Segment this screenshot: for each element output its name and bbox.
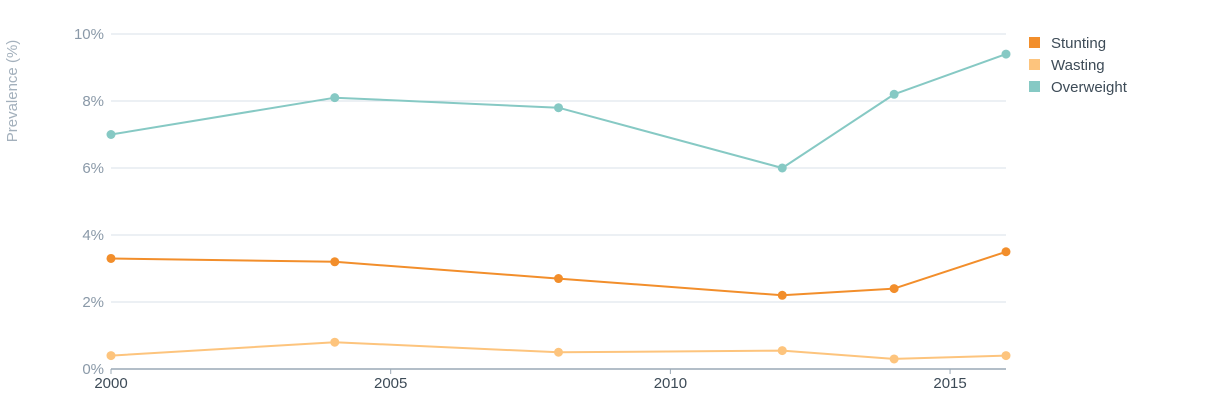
data-point-stunting[interactable] <box>1001 247 1011 257</box>
data-point-overweight[interactable] <box>106 130 116 139</box>
data-point-stunting[interactable] <box>889 284 899 294</box>
data-point-overweight[interactable] <box>889 89 899 99</box>
y-tick-label: 4% <box>82 227 104 244</box>
legend-swatch-overweight <box>1029 81 1040 92</box>
x-tick-label: 2015 <box>933 375 966 392</box>
y-tick-label: 6% <box>82 160 104 177</box>
x-tick-label: 2010 <box>654 375 687 392</box>
legend-label-stunting: Stunting <box>1051 35 1106 52</box>
data-point-wasting[interactable] <box>777 346 787 356</box>
series-group <box>106 49 1011 364</box>
y-axis-ticks: 0% 2% 4% 6% 8% 10% <box>74 26 104 378</box>
y-axis-label: Prevalence (%) <box>4 40 21 143</box>
data-point-stunting[interactable] <box>777 290 787 300</box>
data-point-overweight[interactable] <box>1001 49 1011 59</box>
data-point-wasting[interactable] <box>1001 351 1011 361</box>
series-line-wasting <box>110 341 1007 360</box>
legend-label-wasting: Wasting <box>1051 57 1105 74</box>
data-point-wasting[interactable] <box>889 354 899 364</box>
data-point-stunting[interactable] <box>554 274 563 284</box>
y-tick-label: 0% <box>82 361 104 378</box>
data-point-wasting[interactable] <box>330 337 340 347</box>
data-point-overweight[interactable] <box>777 163 787 173</box>
legend-swatch-wasting <box>1029 59 1040 70</box>
series-line-stunting <box>110 250 1007 297</box>
series-line-overweight <box>110 53 1007 169</box>
x-tick-label: 2000 <box>94 375 127 392</box>
data-point-stunting[interactable] <box>330 257 340 267</box>
legend-swatch-stunting <box>1029 37 1040 48</box>
legend-label-overweight: Overweight <box>1051 79 1128 96</box>
data-point-stunting[interactable] <box>106 253 116 263</box>
y-tick-label: 2% <box>82 294 104 311</box>
y-tick-label: 8% <box>82 93 104 110</box>
data-point-overweight[interactable] <box>330 93 340 103</box>
data-point-overweight[interactable] <box>554 103 563 113</box>
gridlines <box>111 33 1006 303</box>
legend: Stunting Wasting Overweight <box>1029 35 1128 96</box>
y-tick-label: 10% <box>74 26 104 43</box>
data-point-wasting[interactable] <box>106 351 116 361</box>
data-point-wasting[interactable] <box>554 347 563 357</box>
x-axis: 2000 2005 2010 2015 <box>94 368 1006 392</box>
x-tick-label: 2005 <box>374 375 407 392</box>
